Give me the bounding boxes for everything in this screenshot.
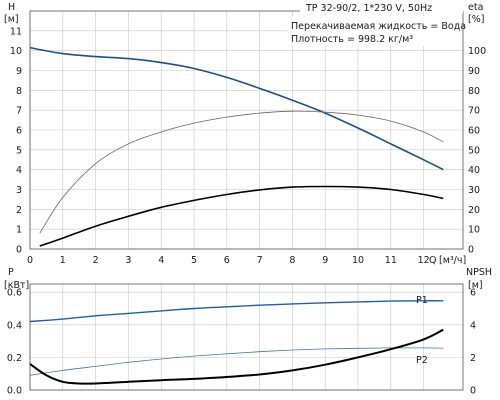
p1-series-label: P1 [416,295,428,306]
p-axis-unit: [кВт] [4,280,29,291]
h-tick-label: 3 [16,185,22,196]
h-tick-label: 1 [16,225,22,236]
h-tick-label: 9 [16,66,22,77]
p2-series-label: P2 [416,355,428,366]
x-tick-label: 12 [418,255,430,266]
qh-frame [29,10,464,250]
eta-tick-label: 100 [468,46,486,57]
eta-tick-label: 60 [468,126,480,137]
p-tick-label: 0.0 [7,386,22,397]
h-axis-name: H [8,2,15,13]
qh-tick-labels: 0 1 2 3 4 5 6 7 8 9 10 11 12012345678910110102030405… [10,26,486,266]
eta-tick-label: 10 [468,225,480,236]
p-tick-label: 0.4 [7,320,22,331]
power-grid [29,284,463,391]
x-tick-label: 8 [289,255,295,266]
qh-grid [29,11,463,250]
x-tick-label: 9 [322,255,328,266]
eta-tick-label: 70 [468,106,480,117]
npsh-tick-label: 0 [470,386,476,397]
npsh-axis-name: NPSH [466,267,492,278]
h-tick-label: 11 [10,26,22,37]
x-tick-label: 5 [191,255,197,266]
p1-curve [29,300,444,323]
x-tick-label: 2 [93,255,99,266]
eta-tick-label: 80 [468,86,480,97]
p-axis-name: P [8,267,14,278]
h-tick-label: 5 [16,145,22,156]
pump-model-label: TP 32-90/2, 1*230 V, 50Hz [305,3,432,14]
h-tick-label: 0 [16,245,22,256]
eta-tick-label: 0 [468,245,474,256]
x-axis-name: Q [429,255,436,266]
model-label-bg [300,1,463,13]
p2-curve [29,347,444,376]
p2-power-curve-top [39,185,444,247]
eta-tick-label: 90 [468,66,480,77]
eta-tick-label: 20 [468,205,480,216]
h-tick-label: 7 [16,106,22,117]
qh-panel: 0 1 2 3 4 5 6 7 8 9 10 11 12012345678910110102030405… [4,1,486,266]
p-tick-label: 0.6 [7,288,22,299]
h-tick-label: 8 [16,86,22,97]
density-label: Плотность = 998.2 кг/м³ [291,34,413,45]
fluid-info-bg [287,16,455,46]
x-tick-label: 6 [224,255,230,266]
x-tick-label: 11 [385,255,397,266]
x-tick-label: 7 [257,255,263,266]
x-tick-label: 0 [27,255,33,266]
npsh-tick-label: 4 [470,320,476,331]
npsh-axis-unit: [м] [468,280,483,291]
qh-curves [29,46,444,247]
h-axis-unit: [м] [4,14,19,25]
eta-axis-unit: [%] [468,14,484,25]
h-tick-label: 6 [16,126,22,137]
eta-tick-label: 50 [468,145,480,156]
eta-tick-label: 40 [468,165,480,176]
eta-tick-label: 30 [468,185,480,196]
npsh-curve [29,328,444,385]
eta-axis-name: eta [468,2,483,13]
power-tick-labels: 0.0 0.2 0.4 0.6 0 2 4 6 [7,288,476,397]
x-axis-unit: [м³/ч] [439,255,466,266]
x-tick-label: 10 [352,255,364,266]
x-tick-label: 4 [158,255,164,266]
power-npsh-panel: 0.0 0.2 0.4 0.6 0 2 4 6 P [кВт] NPSH [м] P1 P2 [4,267,492,397]
npsh-tick-label: 6 [470,288,476,299]
npsh-tick-label: 2 [470,353,476,364]
eta-curve [39,110,444,234]
h-tick-label: 4 [16,165,22,176]
x-tick-label: 3 [125,255,131,266]
x-tick-label: 1 [60,255,66,266]
power-frame [29,283,464,391]
h-tick-label: 2 [16,205,22,216]
h-tick-label: 10 [10,46,22,57]
power-curves [29,300,444,385]
p-tick-label: 0.2 [7,353,22,364]
qh-curve [29,46,444,171]
fluid-label: Перекачиваемая жидкость = Вода [291,21,466,32]
